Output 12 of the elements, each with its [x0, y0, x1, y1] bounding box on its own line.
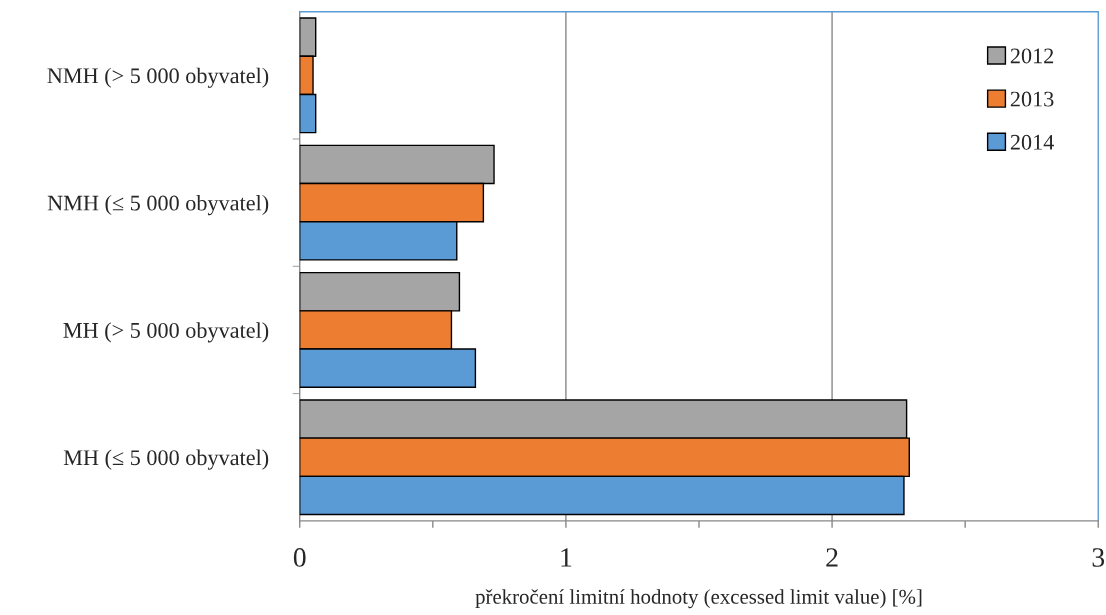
x-axis-title: překročení limitní hodnoty (excessed limit value) [%] — [475, 589, 922, 609]
legend-label: 2012 — [1010, 48, 1054, 64]
y-tick-label: MH (≤ 5 000 obyvatel) — [63, 449, 269, 470]
y-tick-label: NMH (> 5 000 obyvatel) — [47, 67, 269, 88]
legend-label: 2014 — [1010, 134, 1054, 150]
legend-label: 2013 — [1010, 91, 1054, 107]
y-tick-label: NMH (≤ 5 000 obyvatel) — [47, 194, 269, 216]
x-tick-label: 0 — [293, 548, 306, 567]
x-tick-label: 3 — [1092, 548, 1105, 567]
x-tick-label: 2 — [826, 548, 838, 567]
y-tick-label: MH (> 5 000 obyvatel) — [63, 322, 269, 343]
x-tick-label: 1 — [561, 548, 572, 567]
